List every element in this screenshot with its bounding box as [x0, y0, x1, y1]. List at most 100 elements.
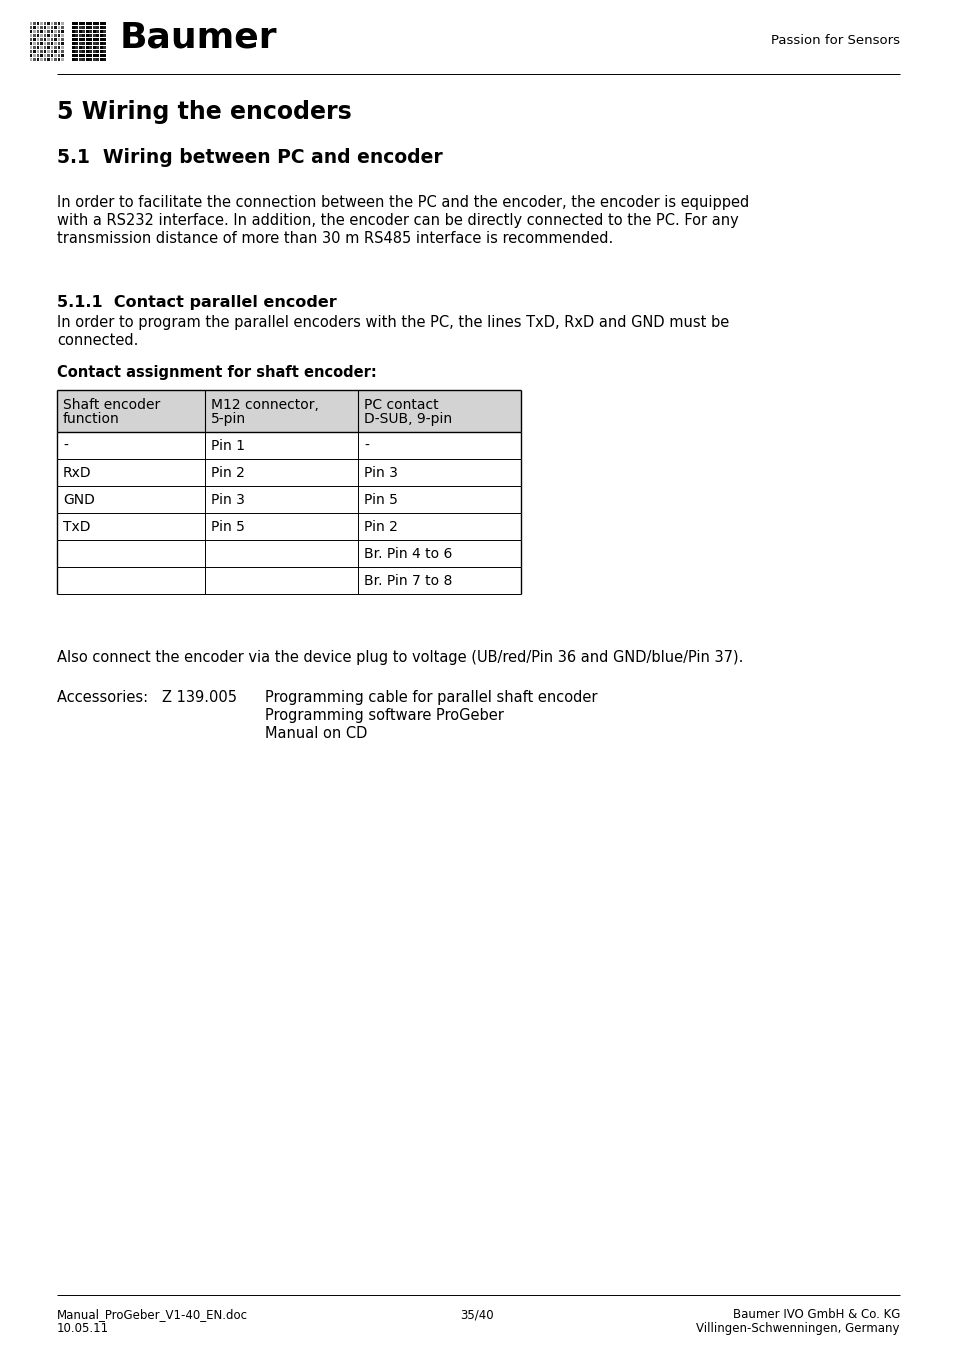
- Text: PC contact: PC contact: [364, 399, 438, 412]
- Bar: [54, 30, 57, 32]
- Bar: [48, 54, 50, 57]
- Bar: [30, 38, 32, 41]
- Bar: [103, 42, 106, 45]
- Bar: [54, 34, 57, 36]
- Bar: [79, 58, 82, 61]
- Text: Baumer IVO GmbH & Co. KG: Baumer IVO GmbH & Co. KG: [732, 1308, 899, 1321]
- Text: -: -: [63, 439, 68, 453]
- Bar: [90, 50, 92, 53]
- Bar: [82, 58, 85, 61]
- Bar: [48, 50, 50, 53]
- Text: Passion for Sensors: Passion for Sensors: [770, 34, 899, 47]
- Bar: [44, 38, 47, 41]
- Bar: [79, 54, 82, 57]
- Bar: [71, 22, 74, 24]
- Bar: [44, 58, 47, 61]
- Bar: [90, 58, 92, 61]
- Bar: [30, 58, 32, 61]
- Text: Pin 2: Pin 2: [364, 520, 397, 534]
- Bar: [33, 46, 36, 49]
- Bar: [103, 22, 106, 24]
- Bar: [103, 58, 106, 61]
- Bar: [79, 38, 82, 41]
- Bar: [92, 42, 95, 45]
- Bar: [86, 54, 89, 57]
- Bar: [44, 54, 47, 57]
- Text: function: function: [63, 412, 120, 426]
- Bar: [86, 22, 89, 24]
- Bar: [51, 50, 53, 53]
- Text: Programming software ProGeber: Programming software ProGeber: [265, 708, 503, 723]
- Bar: [33, 38, 36, 41]
- Bar: [96, 58, 99, 61]
- Bar: [82, 34, 85, 36]
- Bar: [37, 22, 39, 24]
- Bar: [44, 22, 47, 24]
- Text: 35/40: 35/40: [459, 1308, 494, 1321]
- Bar: [92, 38, 95, 41]
- Text: Manual on CD: Manual on CD: [265, 725, 367, 740]
- Text: GND: GND: [63, 493, 94, 507]
- Bar: [86, 50, 89, 53]
- Bar: [96, 42, 99, 45]
- Bar: [71, 50, 74, 53]
- Bar: [86, 26, 89, 28]
- Bar: [54, 58, 57, 61]
- Bar: [48, 34, 50, 36]
- Bar: [44, 34, 47, 36]
- Bar: [58, 58, 60, 61]
- Bar: [92, 54, 95, 57]
- Text: RxD: RxD: [63, 466, 91, 480]
- Bar: [61, 58, 64, 61]
- Bar: [71, 38, 74, 41]
- Text: Contact assignment for shaft encoder:: Contact assignment for shaft encoder:: [57, 365, 376, 380]
- Text: D-SUB, 9-pin: D-SUB, 9-pin: [364, 412, 452, 426]
- Bar: [58, 42, 60, 45]
- Bar: [61, 54, 64, 57]
- Bar: [92, 22, 95, 24]
- Bar: [37, 30, 39, 32]
- Bar: [86, 46, 89, 49]
- Bar: [58, 54, 60, 57]
- Bar: [90, 26, 92, 28]
- Bar: [37, 58, 39, 61]
- Text: Pin 5: Pin 5: [364, 493, 397, 507]
- Bar: [71, 26, 74, 28]
- Bar: [61, 22, 64, 24]
- Bar: [96, 30, 99, 32]
- Bar: [75, 22, 78, 24]
- Bar: [37, 46, 39, 49]
- Bar: [48, 30, 50, 32]
- Bar: [96, 26, 99, 28]
- Bar: [82, 42, 85, 45]
- Bar: [40, 50, 43, 53]
- Bar: [90, 42, 92, 45]
- Bar: [44, 30, 47, 32]
- Bar: [54, 38, 57, 41]
- Text: Baumer: Baumer: [120, 20, 277, 54]
- Bar: [48, 42, 50, 45]
- Bar: [103, 46, 106, 49]
- Bar: [92, 50, 95, 53]
- Text: Pin 3: Pin 3: [364, 466, 397, 480]
- Bar: [30, 42, 32, 45]
- Bar: [54, 42, 57, 45]
- Bar: [100, 34, 103, 36]
- Bar: [92, 34, 95, 36]
- Bar: [30, 22, 32, 24]
- Bar: [51, 46, 53, 49]
- Bar: [103, 34, 106, 36]
- Bar: [51, 26, 53, 28]
- Bar: [58, 50, 60, 53]
- Bar: [30, 54, 32, 57]
- Bar: [37, 42, 39, 45]
- Bar: [58, 26, 60, 28]
- Bar: [33, 50, 36, 53]
- Bar: [30, 30, 32, 32]
- Bar: [54, 54, 57, 57]
- Bar: [92, 26, 95, 28]
- Bar: [48, 46, 50, 49]
- Bar: [40, 58, 43, 61]
- Bar: [103, 38, 106, 41]
- Bar: [90, 34, 92, 36]
